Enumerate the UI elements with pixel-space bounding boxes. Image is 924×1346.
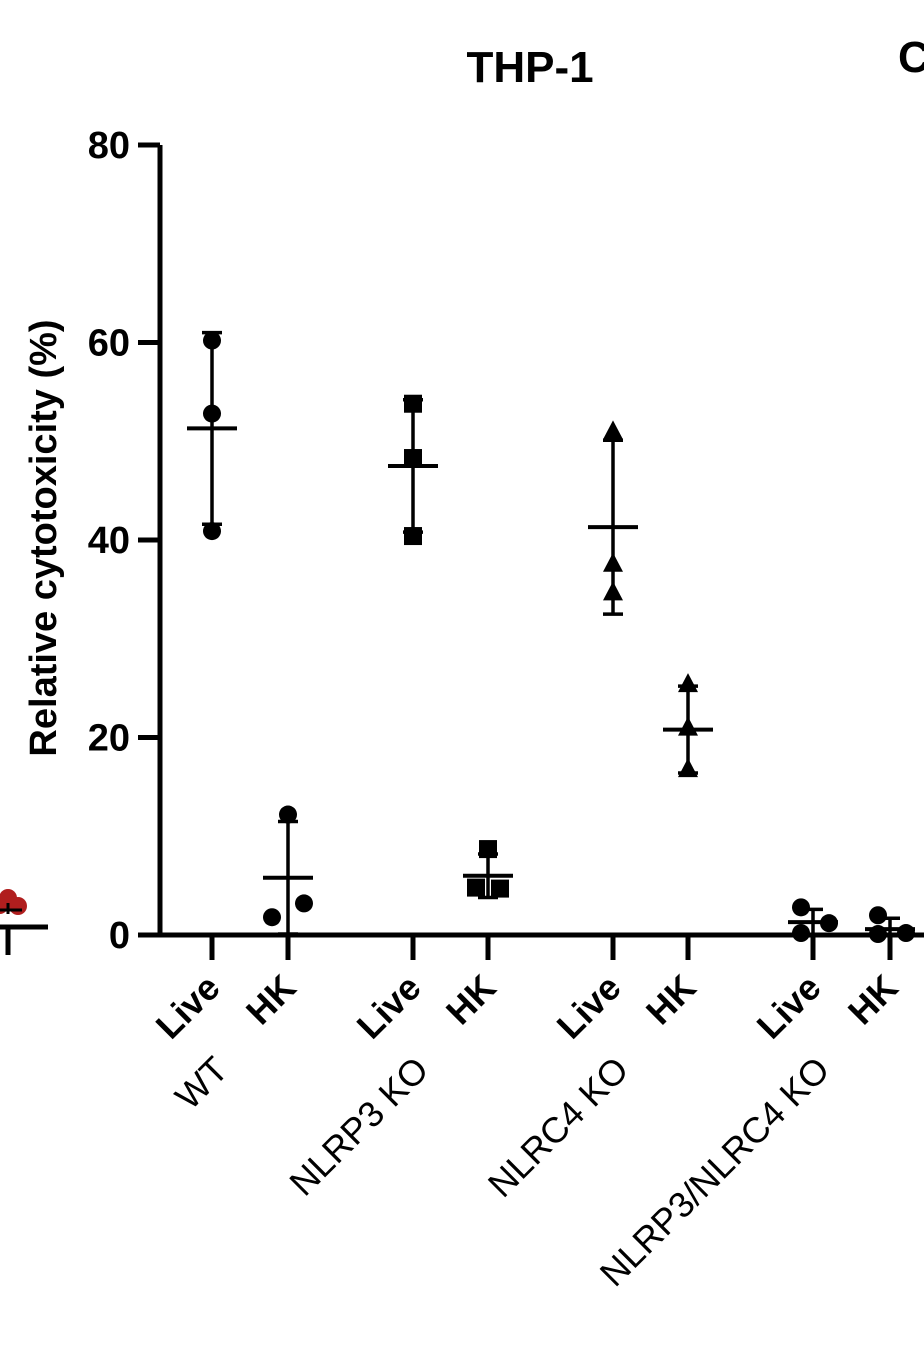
data-point <box>467 878 485 897</box>
data-point <box>678 716 698 736</box>
data-point <box>820 914 838 933</box>
data-point <box>479 840 497 859</box>
x-condition-label: Live <box>148 967 228 1047</box>
data-point <box>203 404 221 423</box>
x-condition-label: HK <box>238 967 304 1033</box>
data-point <box>404 527 422 546</box>
data-point <box>203 522 221 541</box>
y-tick-label: 40 <box>88 520 130 562</box>
y-tick-label: 0 <box>109 915 130 957</box>
data-point <box>603 581 623 601</box>
x-group-label: WT <box>167 1049 236 1118</box>
x-condition-label: Live <box>749 967 829 1047</box>
x-condition-label: HK <box>438 967 504 1033</box>
data-point <box>678 673 698 693</box>
data-point <box>279 805 297 824</box>
data-marks <box>187 330 915 944</box>
x-group-label: NLRP3/NLRC4 KO <box>592 1049 837 1294</box>
x-condition-label: Live <box>549 967 629 1047</box>
data-point <box>792 898 810 917</box>
y-tick-label: 60 <box>88 323 130 365</box>
partial-left-panel <box>0 889 48 955</box>
data-point <box>404 449 422 468</box>
data-point <box>603 420 623 440</box>
x-condition-label: HK <box>638 967 704 1033</box>
data-point <box>869 925 887 944</box>
data-point <box>263 908 281 927</box>
partial-red-point <box>9 897 27 915</box>
data-point <box>203 331 221 350</box>
data-point <box>869 906 887 925</box>
data-point <box>491 879 509 898</box>
panel-corner-letter: C <box>898 33 924 82</box>
data-point <box>404 394 422 413</box>
y-axis-label: Relative cytotoxicity (%) <box>23 319 65 756</box>
data-point <box>295 894 313 913</box>
x-group-label: NLRP3 KO <box>281 1049 436 1204</box>
data-point <box>678 758 698 778</box>
data-point <box>792 924 810 943</box>
x-group-label: NLRC4 KO <box>480 1049 636 1205</box>
y-tick-label: 80 <box>88 125 130 167</box>
chart-title: THP-1 <box>466 43 593 92</box>
y-axis: 0 20 40 60 80 <box>88 125 163 957</box>
y-tick-label: 20 <box>88 718 130 760</box>
data-point <box>897 924 915 943</box>
data-point <box>603 552 623 572</box>
x-condition-label: Live <box>349 967 429 1047</box>
x-condition-label: HK <box>840 967 906 1033</box>
x-axis <box>158 932 924 960</box>
